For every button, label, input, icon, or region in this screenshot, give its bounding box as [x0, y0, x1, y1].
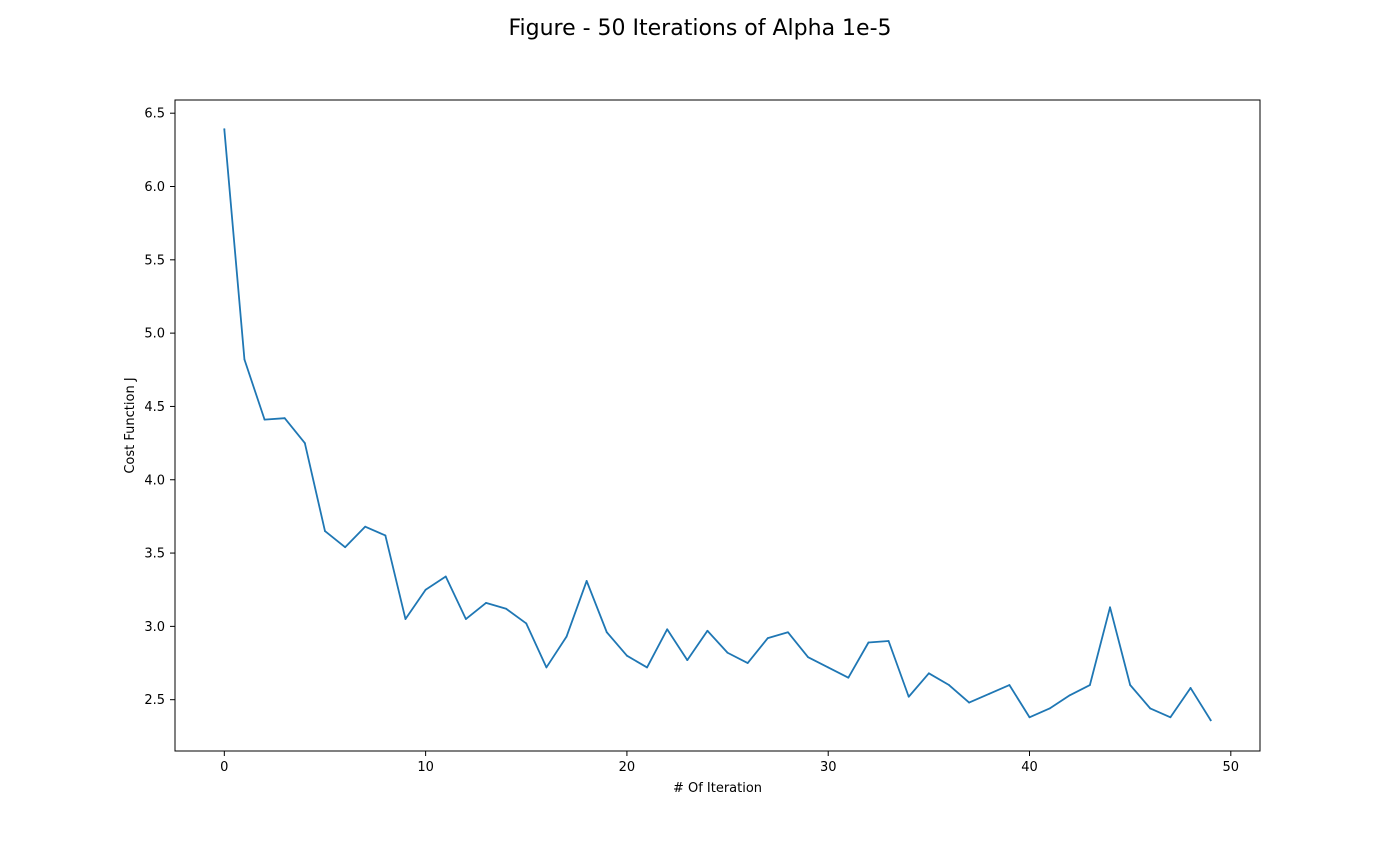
data-point — [1048, 707, 1051, 710]
data-point — [706, 629, 709, 632]
data-point — [948, 684, 950, 686]
y-tick-label: 3.5 — [144, 547, 165, 562]
data-point — [505, 607, 508, 610]
data-point — [1209, 719, 1212, 722]
data-point — [646, 666, 648, 669]
data-point — [988, 692, 991, 695]
x-axis-label: # Of Iteration — [673, 781, 762, 796]
data-point — [887, 640, 890, 642]
x-tick-label: 50 — [1223, 760, 1240, 775]
data-point — [324, 530, 326, 532]
data-point — [847, 676, 850, 679]
data-point — [666, 628, 669, 631]
data-point — [263, 418, 266, 421]
y-tick-label: 5.5 — [144, 253, 165, 268]
x-tick-label: 40 — [1021, 760, 1038, 775]
y-tick-label: 6.0 — [144, 180, 165, 195]
x-tick-label: 30 — [820, 760, 837, 775]
data-point — [243, 358, 246, 361]
y-axis-label: Cost Function J — [123, 377, 138, 473]
x-axis: 0 10 20 30 40 50 — [220, 751, 1239, 775]
data-point — [787, 631, 789, 634]
y-tick-label: 4.0 — [144, 473, 165, 488]
data-point — [303, 442, 306, 444]
data-point — [827, 666, 830, 669]
series-line — [223, 128, 1212, 722]
data-point — [867, 641, 870, 644]
data-point — [384, 534, 387, 537]
data-point — [565, 635, 568, 638]
y-tick-label: 2.5 — [144, 693, 165, 708]
chart-title: Figure - 50 Iterations of Alpha 1e-5 — [508, 16, 891, 41]
series-layer — [223, 128, 1212, 722]
y-tick-label: 6.5 — [144, 107, 165, 122]
data-point — [585, 580, 588, 582]
data-point — [464, 618, 467, 620]
data-point — [968, 701, 971, 704]
data-point — [626, 654, 628, 657]
data-point — [726, 651, 729, 654]
y-axis: 2.5 3.0 3.5 4.0 4.5 5.0 5.5 6.0 6.5 — [144, 107, 175, 708]
plot-area-frame — [174, 99, 1261, 752]
data-point — [424, 588, 427, 591]
data-point — [1008, 684, 1011, 686]
data-point — [1068, 694, 1071, 697]
data-point — [545, 666, 548, 669]
data-point — [1109, 606, 1111, 609]
data-point — [1028, 716, 1031, 719]
data-point — [485, 602, 487, 604]
data-point — [807, 656, 809, 659]
data-point — [223, 128, 226, 131]
data-point — [1129, 684, 1132, 686]
data-point — [605, 631, 608, 634]
data-point — [525, 622, 528, 625]
y-tick-label: 3.0 — [144, 620, 165, 635]
data-point — [766, 637, 769, 639]
data-point — [1149, 707, 1152, 710]
data-point — [283, 417, 286, 420]
x-tick-label: 10 — [417, 760, 434, 775]
data-point — [344, 546, 346, 549]
data-point — [907, 695, 910, 698]
x-tick-label: 0 — [220, 760, 228, 775]
data-point — [1169, 716, 1172, 719]
data-point — [1189, 687, 1192, 689]
data-point — [686, 659, 689, 661]
y-tick-label: 4.5 — [144, 400, 165, 415]
x-tick-label: 20 — [619, 760, 636, 775]
data-point — [1089, 684, 1091, 686]
data-point — [364, 525, 367, 528]
data-point — [404, 618, 407, 620]
y-tick-label: 5.0 — [144, 327, 165, 342]
data-point — [927, 672, 930, 675]
data-point — [444, 575, 447, 578]
data-point — [746, 662, 749, 664]
